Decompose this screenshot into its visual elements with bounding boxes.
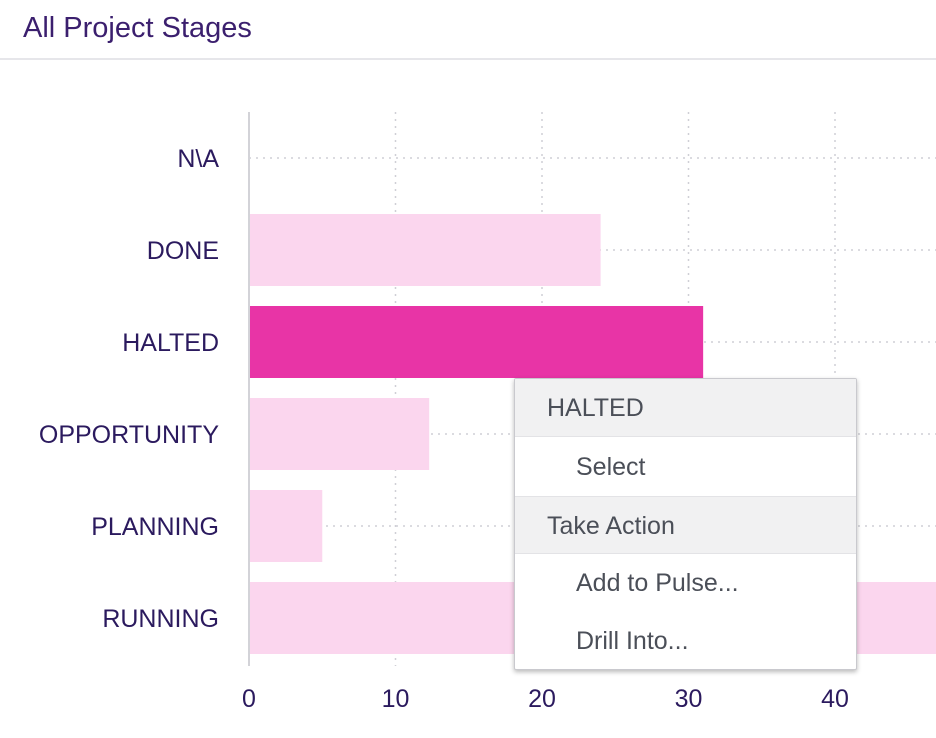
category-label: HALTED xyxy=(122,329,219,357)
bar-planning[interactable] xyxy=(249,490,323,562)
category-label: DONE xyxy=(147,237,219,265)
select-menu-item[interactable]: Select xyxy=(576,453,646,481)
add-to-pulse-menu-item[interactable]: Add to Pulse... xyxy=(576,569,739,597)
x-tick-label: 10 xyxy=(382,685,410,713)
x-tick-label: 40 xyxy=(821,685,849,713)
context-menu: HALTED Select Take Action Add to Pulse..… xyxy=(514,378,857,670)
category-label: PLANNING xyxy=(91,513,219,541)
bar-halted[interactable] xyxy=(249,306,704,378)
context-menu-header: HALTED xyxy=(515,379,856,437)
category-label: RUNNING xyxy=(102,605,219,633)
panel-header: All Project Stages xyxy=(0,0,936,60)
x-tick-label: 0 xyxy=(242,685,256,713)
bar-done[interactable] xyxy=(249,214,601,286)
take-action-section-header: Take Action xyxy=(515,496,856,554)
x-tick-label: 30 xyxy=(675,685,703,713)
category-label: N\A xyxy=(177,145,219,173)
panel-title: All Project Stages xyxy=(23,12,252,44)
drill-into-menu-item[interactable]: Drill Into... xyxy=(576,627,689,655)
x-tick-label: 20 xyxy=(528,685,556,713)
category-label: OPPORTUNITY xyxy=(39,421,219,449)
bar-opportunity[interactable] xyxy=(249,398,430,470)
